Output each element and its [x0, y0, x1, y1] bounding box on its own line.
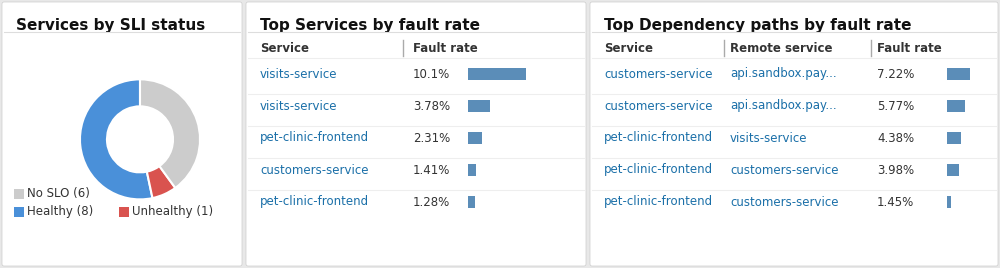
Text: Fault rate: Fault rate: [413, 42, 478, 54]
Text: visits-service: visits-service: [260, 99, 338, 113]
Text: 3.98%: 3.98%: [877, 163, 914, 177]
Text: api.sandbox.pay...: api.sandbox.pay...: [730, 99, 837, 113]
FancyBboxPatch shape: [468, 196, 475, 208]
Text: customers-service: customers-service: [730, 163, 838, 177]
Text: 7.22%: 7.22%: [877, 68, 914, 80]
Text: No SLO (6): No SLO (6): [27, 187, 90, 200]
Text: 3.78%: 3.78%: [413, 99, 450, 113]
Text: Top Services by fault rate: Top Services by fault rate: [260, 18, 480, 33]
Text: Remote service: Remote service: [730, 42, 832, 54]
Text: Services by SLI status: Services by SLI status: [16, 18, 205, 33]
FancyBboxPatch shape: [468, 68, 526, 80]
Text: api.sandbox.pay...: api.sandbox.pay...: [730, 68, 837, 80]
Text: customers-service: customers-service: [730, 195, 838, 209]
Text: 2.31%: 2.31%: [413, 132, 450, 144]
Text: customers-service: customers-service: [260, 163, 368, 177]
Text: 4.38%: 4.38%: [877, 132, 914, 144]
Text: pet-clinic-frontend: pet-clinic-frontend: [260, 132, 369, 144]
Text: Top Dependency paths by fault rate: Top Dependency paths by fault rate: [604, 18, 912, 33]
Text: 1.45%: 1.45%: [877, 195, 914, 209]
FancyBboxPatch shape: [2, 2, 242, 266]
FancyBboxPatch shape: [468, 100, 490, 112]
Text: pet-clinic-frontend: pet-clinic-frontend: [604, 163, 713, 177]
Wedge shape: [80, 79, 152, 199]
Text: Service: Service: [604, 42, 653, 54]
FancyBboxPatch shape: [947, 132, 961, 144]
Text: Healthy (8): Healthy (8): [27, 205, 93, 218]
Text: pet-clinic-frontend: pet-clinic-frontend: [604, 132, 713, 144]
Text: 1.41%: 1.41%: [413, 163, 450, 177]
FancyBboxPatch shape: [14, 189, 24, 199]
Text: 5.77%: 5.77%: [877, 99, 914, 113]
FancyBboxPatch shape: [947, 68, 970, 80]
Text: visits-service: visits-service: [260, 68, 338, 80]
Text: customers-service: customers-service: [604, 68, 712, 80]
FancyBboxPatch shape: [590, 2, 998, 266]
FancyBboxPatch shape: [468, 164, 476, 176]
Text: pet-clinic-frontend: pet-clinic-frontend: [260, 195, 369, 209]
Text: Unhealthy (1): Unhealthy (1): [132, 205, 213, 218]
Text: Service: Service: [260, 42, 309, 54]
Text: visits-service: visits-service: [730, 132, 808, 144]
FancyBboxPatch shape: [947, 100, 965, 112]
Wedge shape: [147, 166, 175, 198]
Text: 1.28%: 1.28%: [413, 195, 450, 209]
FancyBboxPatch shape: [947, 164, 959, 176]
Text: pet-clinic-frontend: pet-clinic-frontend: [604, 195, 713, 209]
Wedge shape: [140, 79, 200, 188]
Text: Fault rate: Fault rate: [877, 42, 942, 54]
FancyBboxPatch shape: [468, 132, 482, 144]
FancyBboxPatch shape: [119, 207, 129, 217]
FancyBboxPatch shape: [947, 196, 951, 208]
FancyBboxPatch shape: [246, 2, 586, 266]
Text: 10.1%: 10.1%: [413, 68, 450, 80]
Text: customers-service: customers-service: [604, 99, 712, 113]
FancyBboxPatch shape: [14, 207, 24, 217]
